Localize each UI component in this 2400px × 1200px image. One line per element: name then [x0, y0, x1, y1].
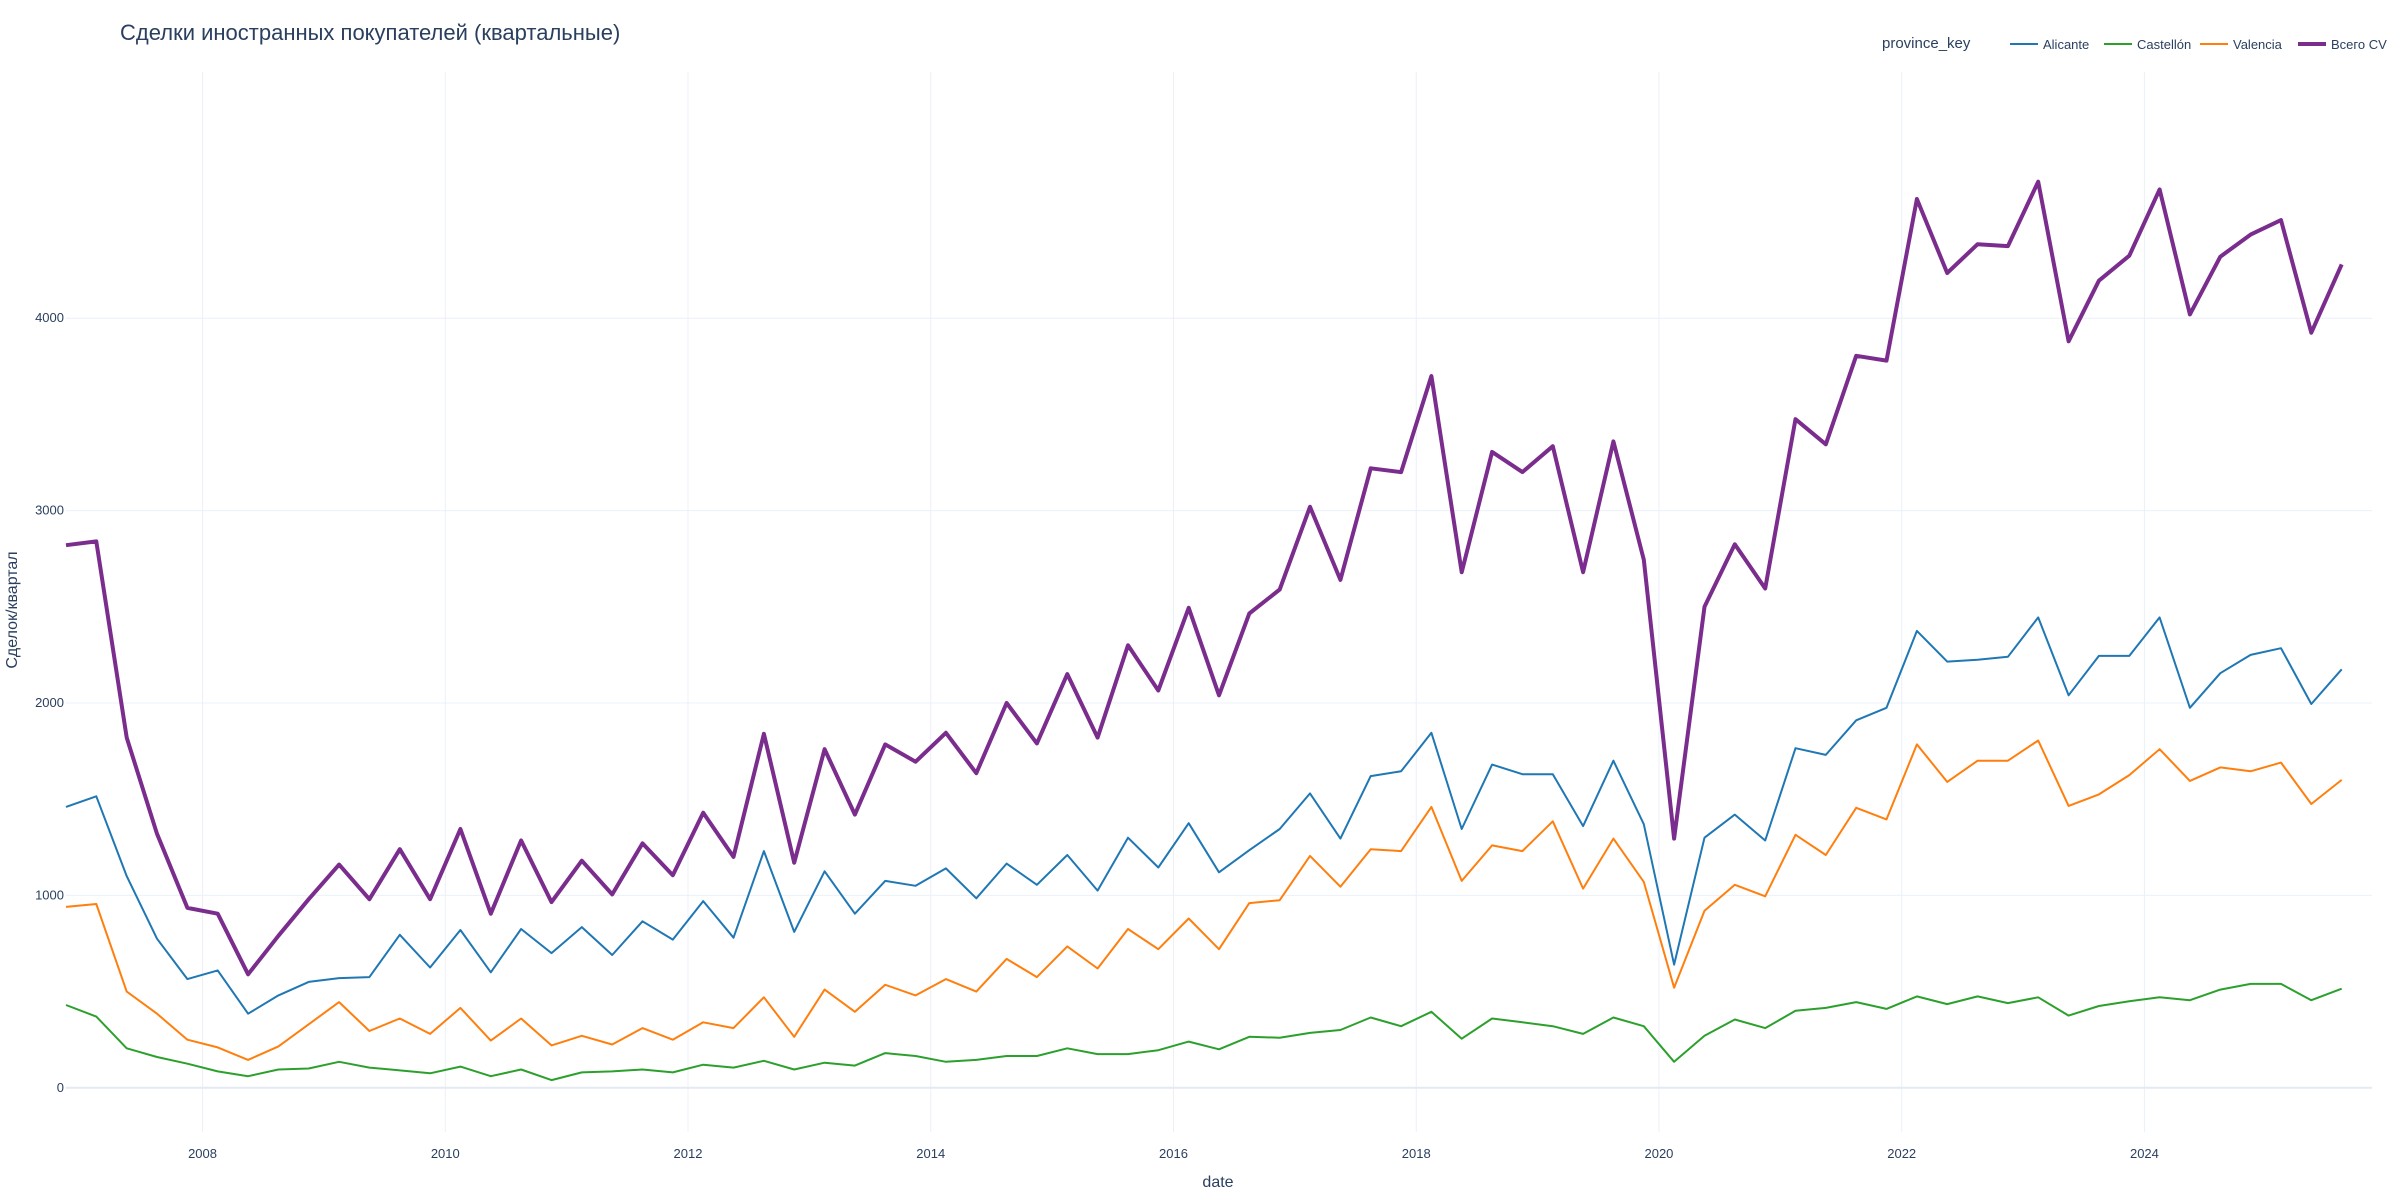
- x-tick-label: 2012: [674, 1146, 703, 1161]
- chart-title: Сделки иностранных покупателей (кварталь…: [120, 20, 620, 45]
- x-tick-label: 2024: [2130, 1146, 2159, 1161]
- y-tick-label: 2000: [35, 695, 64, 710]
- series-line-alicante: [65, 616, 2343, 1015]
- x-tick-label: 2020: [1644, 1146, 1673, 1161]
- y-tick-label: 1000: [35, 887, 64, 902]
- legend-label-alicante[interactable]: Alicante: [2043, 37, 2089, 52]
- series-line-valencia: [65, 739, 2343, 1061]
- series-line-castell-n: [65, 982, 2343, 1082]
- legend-label-всего-cv[interactable]: Всего CV: [2331, 37, 2387, 52]
- y-tick-label: 3000: [35, 503, 64, 518]
- x-tick-label: 2010: [431, 1146, 460, 1161]
- y-axis-title: Сделок/квартал: [4, 551, 21, 668]
- grid-lines: [66, 72, 2372, 1132]
- x-tick-label: 2018: [1402, 1146, 1431, 1161]
- x-axis-ticks: 2008 2010 2012 2014 2016 2018 2020 2022 2024: [188, 1146, 2159, 1161]
- x-tick-label: 2008: [188, 1146, 217, 1161]
- y-tick-label: 4000: [35, 310, 64, 325]
- x-tick-label: 2022: [1887, 1146, 1916, 1161]
- legend: province_key Alicante Castellón Valencia Вс…: [1882, 35, 2387, 52]
- legend-label-castell-n[interactable]: Castellón: [2137, 37, 2191, 52]
- series-line-всего-cv: [65, 179, 2344, 977]
- x-tick-label: 2014: [916, 1146, 945, 1161]
- y-axis-ticks: 0 1000 2000 3000 4000: [35, 310, 64, 1095]
- legend-title: province_key: [1882, 35, 1971, 52]
- legend-label-valencia[interactable]: Valencia: [2233, 37, 2283, 52]
- x-tick-label: 2016: [1159, 1146, 1188, 1161]
- y-tick-label: 0: [57, 1080, 64, 1095]
- series-lines: [65, 179, 2344, 1082]
- x-axis-title: date: [1202, 1174, 1233, 1191]
